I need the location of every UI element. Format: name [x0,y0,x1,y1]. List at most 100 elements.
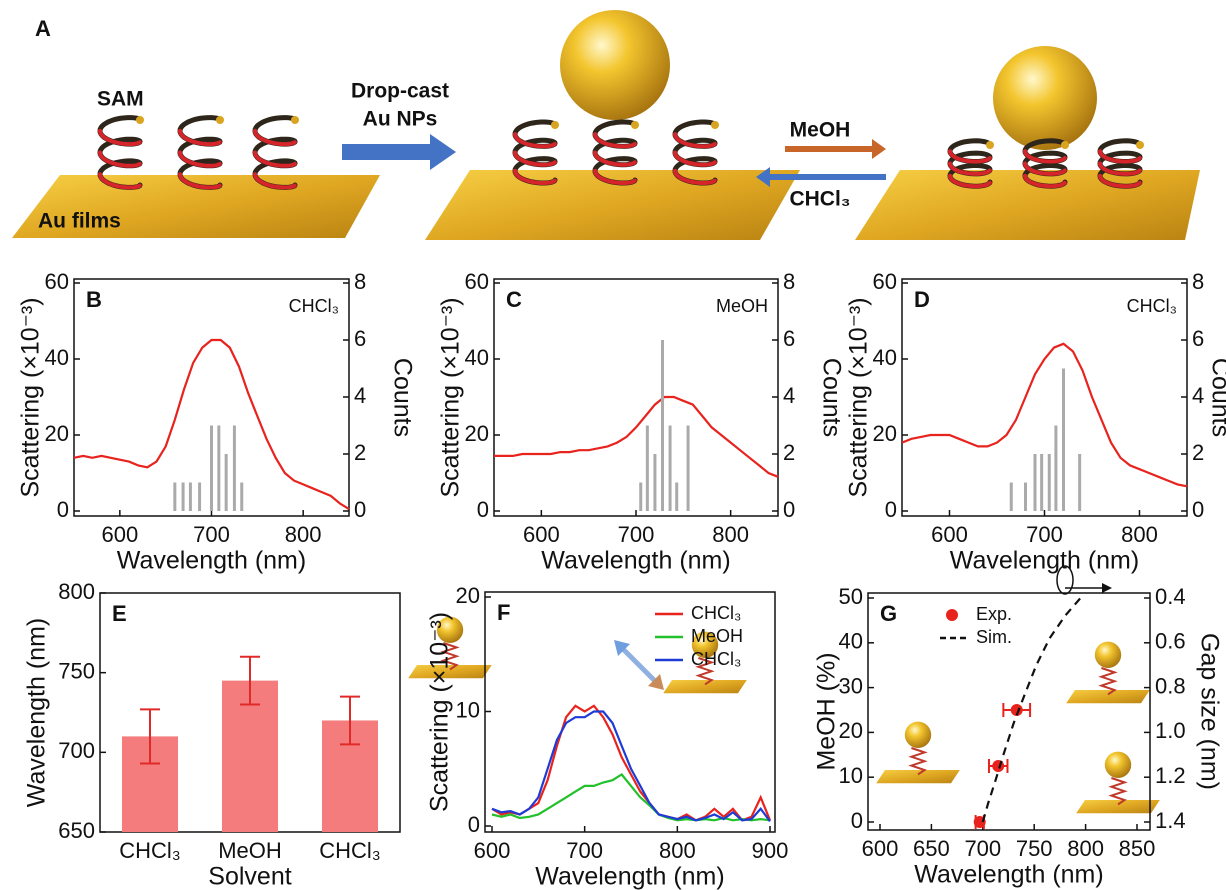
helix-tip [986,141,994,149]
y-axis-title: Scattering (×10⁻³) [845,297,873,497]
line [902,344,1187,487]
y2-tick-label: 0 [354,497,366,522]
x-tick-label: CHCl₃ [119,838,181,863]
x-tick-label: 600 [101,522,138,547]
y2-tick-label: 2 [783,440,795,465]
inset-sphere [905,722,931,748]
x-tick-label: 600 [523,522,560,547]
histogram-bar [225,454,228,511]
y2-tick-label: 2 [1192,440,1204,465]
y-tick-label: 20 [873,421,897,446]
histogram-bar [653,454,656,511]
legend-label: MeOH [691,626,743,646]
y-tick-label: 800 [58,579,95,604]
helix-tip [291,116,299,124]
y-tick-label: 0 [57,497,69,522]
y-axis-title: Scattering (×10⁻³) [426,612,454,812]
panel-label: D [914,287,930,312]
y2-tick-label: 1.4 [1155,808,1186,833]
x-axis-title: Wavelength (nm) [914,861,1103,889]
legend-label: CHCl₃ [691,603,741,623]
inset-plate [1076,800,1160,813]
panel-label: C [506,287,522,312]
x-tick-label: 700 [566,838,603,863]
y2-axis-title: Counts [388,358,416,437]
y-tick-label: 60 [873,269,897,294]
y-tick-label: 20 [456,583,480,608]
inset-plate [663,680,747,693]
helix-tip [216,116,224,124]
y2-tick-label: 0.6 [1155,629,1186,654]
y-tick-label: 60 [45,269,69,294]
y2-tick-label: 4 [1192,383,1204,408]
y2-tick-label: 0.8 [1155,673,1186,698]
y-tick-label: 750 [58,658,95,683]
label: SAM [97,88,144,111]
figure: A SAM Au films Drop-cast Au NPs MeOH CHC… [0,0,1226,890]
y-axis-title: Scattering (×10⁻³) [17,297,45,497]
y2-tick-label: 4 [354,383,366,408]
y2-tick-label: 8 [1192,269,1204,294]
y-tick-label: 60 [465,269,489,294]
panel-label: F [497,600,510,625]
y-tick-label: 0 [477,497,489,522]
nanoparticle [993,46,1097,150]
annotation: CHCl₃ [1127,296,1177,316]
x-tick-label: 700 [618,522,655,547]
helix-tip [1061,141,1069,149]
histogram-bar [210,426,213,512]
x-tick-label: CHCl₃ [319,838,381,863]
helix-tip [631,121,639,129]
y2-tick-label: 1.0 [1155,718,1186,743]
y-tick-label: 40 [873,345,897,370]
helix-tip [551,121,559,129]
y-tick-label: 40 [839,629,863,654]
label: Au NPs [363,108,438,131]
x-tick-label: 650 [913,836,950,861]
inset-arrow [622,648,656,682]
y2-tick-label: 0.4 [1155,584,1186,609]
y2-tick-label: 6 [1192,326,1204,351]
panel-label: A [35,16,51,41]
arrow [785,139,886,159]
histogram-bar [639,483,642,512]
y2-axis-title: Gap size (nm) [1195,633,1223,790]
x-tick-label: 800 [1067,836,1104,861]
x-tick-label: 850 [1119,836,1156,861]
x-tick-label: 750 [1016,836,1053,861]
label: Au films [38,210,121,233]
y-tick-label: 0 [885,497,897,522]
annotation: CHCl₃ [289,296,339,316]
x-tick-label: 700 [1026,522,1063,547]
histogram-bar [233,426,236,512]
histogram-bar [240,483,243,512]
y-tick-label: 20 [465,421,489,446]
panel-label: G [880,601,897,626]
y-tick-label: 20 [45,421,69,446]
histogram-bar [669,426,672,512]
histogram-bar [687,426,690,512]
label: MeOH [790,119,851,142]
y-tick-label: 40 [45,345,69,370]
legend-label: Sim. [976,627,1012,647]
histogram-bar [1062,369,1065,512]
label: CHCl₃ [789,188,850,211]
y2-tick-label: 8 [783,269,795,294]
arrow [342,134,456,170]
histogram-bar [1078,454,1081,511]
y-axis-title: MeOH (%) [813,652,841,770]
y-tick-label: 40 [465,345,489,370]
y2-axis-title: Counts [817,358,845,437]
inset-plate [1066,690,1150,703]
histogram-bar [675,483,678,512]
histogram-bar [189,483,192,512]
histogram-bar [1040,454,1043,511]
x-tick-label: 800 [712,522,749,547]
histogram-bar [217,426,220,512]
helix-tip [1136,141,1144,149]
y2-tick-label: 1.2 [1155,763,1186,788]
y-tick-label: 10 [839,763,863,788]
point [992,760,1004,772]
x-axis-title: Solvent [208,863,291,890]
inset-sphere [1095,642,1121,668]
